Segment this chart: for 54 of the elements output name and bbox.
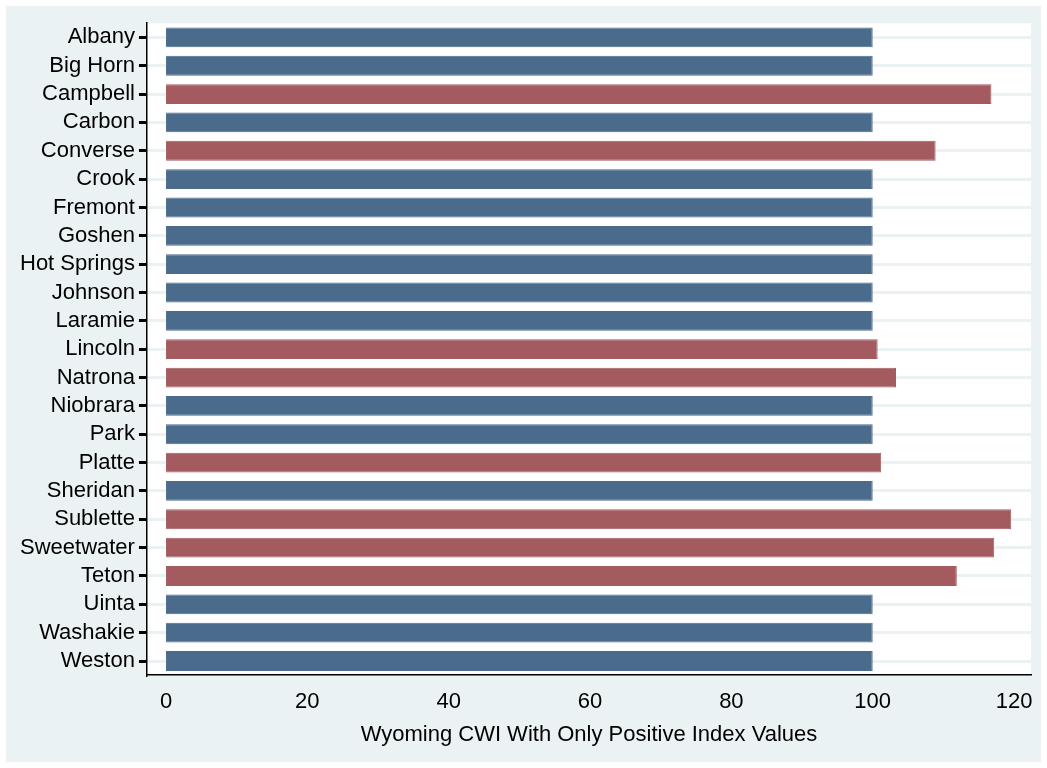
y-tick-label: Converse xyxy=(40,136,135,162)
y-tick-label: Campbell xyxy=(42,80,135,106)
y-tick-label: Carbon xyxy=(62,108,135,134)
bar xyxy=(166,282,873,303)
y-tick-label: Washakie xyxy=(39,618,135,644)
bar xyxy=(166,254,873,275)
bar xyxy=(166,310,873,331)
y-tick-label: Niobrara xyxy=(50,391,136,417)
bar xyxy=(166,509,1012,530)
x-tick-label: 40 xyxy=(436,688,461,714)
y-tick-label: Uinta xyxy=(83,590,136,616)
y-tick-label: Sweetwater xyxy=(19,533,135,559)
x-tick-label: 20 xyxy=(295,688,320,714)
y-tick-label: Natrona xyxy=(56,363,136,389)
y-tick-label: Sheridan xyxy=(46,477,135,502)
bar xyxy=(166,452,882,473)
bar xyxy=(166,55,873,76)
x-tick-label: 120 xyxy=(995,688,1033,714)
y-tick-label: Hot Springs xyxy=(19,250,135,276)
y-tick-label: Big Horn xyxy=(49,51,135,77)
bar xyxy=(166,594,873,615)
bar xyxy=(166,622,873,643)
bar xyxy=(166,566,957,586)
bar xyxy=(166,225,873,246)
y-tick-label: Goshen xyxy=(57,221,135,247)
bar xyxy=(166,339,878,360)
y-tick-label: Laramie xyxy=(55,306,135,332)
y-tick-label: Park xyxy=(89,420,136,446)
bar xyxy=(166,197,873,218)
bar xyxy=(166,27,873,48)
y-tick-label: Sublette xyxy=(54,505,135,531)
x-tick-label: 100 xyxy=(854,688,892,714)
y-tick-label: Johnson xyxy=(51,278,135,304)
bar xyxy=(166,169,873,190)
x-tick-label: 0 xyxy=(159,688,173,714)
y-tick-label: Albany xyxy=(67,23,135,49)
y-tick-label: Crook xyxy=(76,165,136,191)
bar xyxy=(166,367,897,388)
x-tick-label: 80 xyxy=(719,688,744,714)
y-tick-label: Platte xyxy=(78,448,135,474)
bar xyxy=(166,537,995,558)
bar xyxy=(166,424,873,445)
x-tick-label: 60 xyxy=(577,688,603,714)
bar xyxy=(166,395,873,416)
y-tick-label: Teton xyxy=(81,562,135,588)
bar xyxy=(166,112,873,133)
bar xyxy=(166,651,873,671)
bar xyxy=(166,140,936,161)
y-tick-label: Fremont xyxy=(53,193,135,219)
y-tick-label: Weston xyxy=(60,647,135,673)
bar xyxy=(166,481,873,501)
x-axis-title: Wyoming CWI With Only Positive Index Values xyxy=(360,720,818,746)
bar xyxy=(166,84,992,104)
y-tick-label: Lincoln xyxy=(65,335,135,361)
